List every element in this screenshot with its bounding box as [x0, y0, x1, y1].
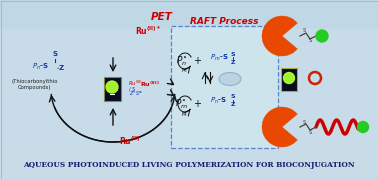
- Text: +: +: [193, 99, 201, 109]
- Wedge shape: [262, 107, 297, 147]
- Text: S: S: [53, 51, 57, 57]
- Text: (Thiocarbonylthio: (Thiocarbonylthio: [12, 79, 58, 83]
- Text: $\hat{}$Z: $\hat{}$Z: [57, 62, 65, 71]
- Text: $P_n$-S: $P_n$-S: [210, 96, 227, 106]
- Text: / S: / S: [129, 86, 135, 91]
- Text: AQUEOUS PHOTOINDUCED LIVING POLYMERIZATION FOR BIOCONJUGATION: AQUEOUS PHOTOINDUCED LIVING POLYMERIZATI…: [23, 161, 355, 169]
- Circle shape: [106, 81, 118, 93]
- Text: Z: Z: [231, 59, 235, 64]
- Circle shape: [316, 30, 328, 42]
- Text: S: S: [231, 52, 235, 57]
- Text: +: +: [193, 56, 201, 66]
- Text: Z: Z: [231, 103, 235, 108]
- Text: S: S: [231, 95, 235, 100]
- Ellipse shape: [219, 72, 241, 86]
- Text: M: M: [182, 112, 186, 117]
- Text: $\mathbf{Ru^{(III)}}$: $\mathbf{Ru^{(III)}}$: [140, 79, 160, 89]
- Text: $Ru^{(III)}$: $Ru^{(III)}$: [128, 78, 143, 88]
- Text: $Z^nS^{\ominus}$: $Z^nS^{\ominus}$: [129, 90, 143, 98]
- Text: $P_n$-S: $P_n$-S: [31, 62, 48, 72]
- Circle shape: [358, 122, 369, 132]
- Text: PET: PET: [151, 12, 173, 22]
- FancyBboxPatch shape: [281, 68, 297, 91]
- Text: M: M: [182, 69, 186, 74]
- Text: Compounds): Compounds): [18, 86, 52, 91]
- FancyBboxPatch shape: [104, 77, 121, 101]
- Text: $P_m$-S: $P_m$-S: [210, 53, 229, 63]
- Text: S: S: [302, 120, 305, 125]
- Text: $P_m^{\bullet}$: $P_m^{\bullet}$: [175, 97, 189, 111]
- Text: S: S: [302, 28, 305, 33]
- Text: $P_n^{\bullet}$: $P_n^{\bullet}$: [177, 54, 187, 68]
- FancyBboxPatch shape: [171, 26, 278, 148]
- Text: S: S: [308, 129, 311, 134]
- Text: S: S: [308, 38, 311, 43]
- Bar: [0, 151, 378, 179]
- Text: RAFT Process: RAFT Process: [190, 16, 258, 25]
- Text: $\mathbf{Ru^{(II)}}$: $\mathbf{Ru^{(II)}}$: [119, 135, 141, 147]
- Wedge shape: [262, 16, 297, 56]
- Circle shape: [284, 72, 294, 83]
- Bar: [0, 29, 378, 154]
- Text: $\mathbf{Ru^{(II)*}}$: $\mathbf{Ru^{(II)*}}$: [135, 25, 161, 37]
